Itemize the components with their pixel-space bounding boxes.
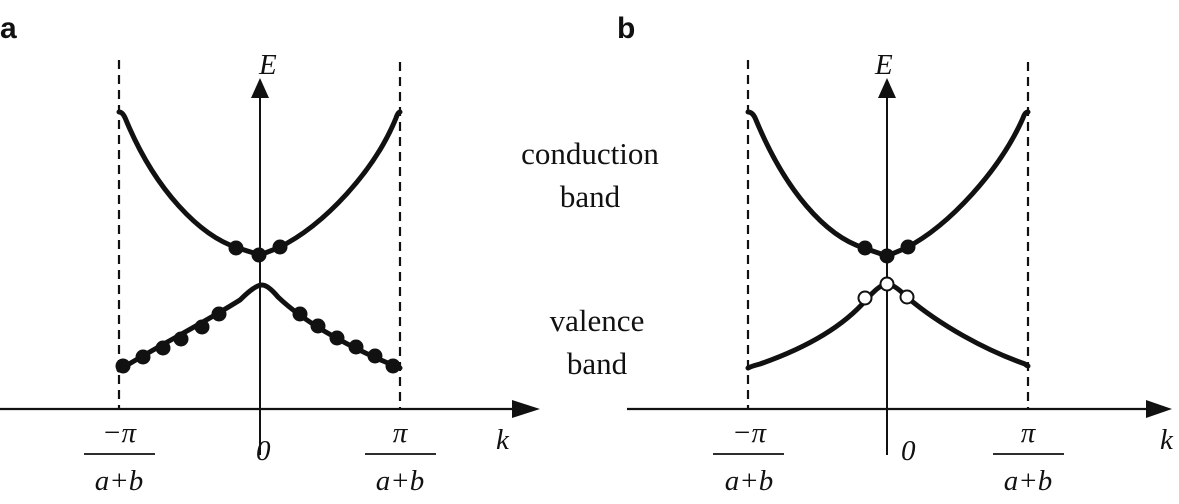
valence-electrons [115, 306, 401, 374]
tick-right-a: π a+b [365, 417, 436, 497]
conduction-label-line2: band [560, 179, 621, 214]
e-axis-label: E [874, 49, 893, 81]
svg-text:a+b: a+b [725, 465, 774, 497]
svg-text:a+b: a+b [95, 465, 144, 497]
svg-text:π: π [1021, 417, 1037, 449]
e-axis-arrow-icon [251, 78, 269, 98]
k-axis-arrow-icon [1146, 400, 1172, 418]
k-axis-label: k [1160, 424, 1174, 456]
panel-letter-a: a [0, 12, 17, 45]
panel-b: b k E −π a+b [617, 12, 1174, 497]
svg-text:a+b: a+b [1004, 465, 1053, 497]
svg-text:a+b: a+b [376, 465, 425, 497]
tick-zero-a: 0 [256, 435, 271, 467]
conduction-electrons [857, 239, 916, 264]
tick-left-a: −π a+b [84, 417, 155, 497]
valence-holes [857, 276, 915, 306]
svg-text:π: π [393, 417, 409, 449]
e-axis-label: E [258, 49, 277, 81]
conduction-electrons [228, 239, 288, 263]
svg-text:−π: −π [732, 417, 768, 449]
conduction-label-line1: conduction [521, 136, 659, 171]
svg-text:−π: −π [102, 417, 138, 449]
panel-letter-b: b [617, 12, 635, 45]
valence-label-line2: band [567, 346, 628, 381]
k-axis-arrow-icon [512, 400, 540, 418]
k-axis-label: k [496, 424, 510, 456]
panel-a: a k E [0, 12, 540, 497]
band-labels: conduction band valence band [521, 136, 659, 381]
tick-zero-b: 0 [901, 435, 916, 467]
valence-label-line1: valence [550, 303, 645, 338]
e-axis-arrow-icon [878, 78, 896, 98]
tick-right-b: π a+b [993, 417, 1064, 497]
tick-left-b: −π a+b [713, 417, 784, 497]
